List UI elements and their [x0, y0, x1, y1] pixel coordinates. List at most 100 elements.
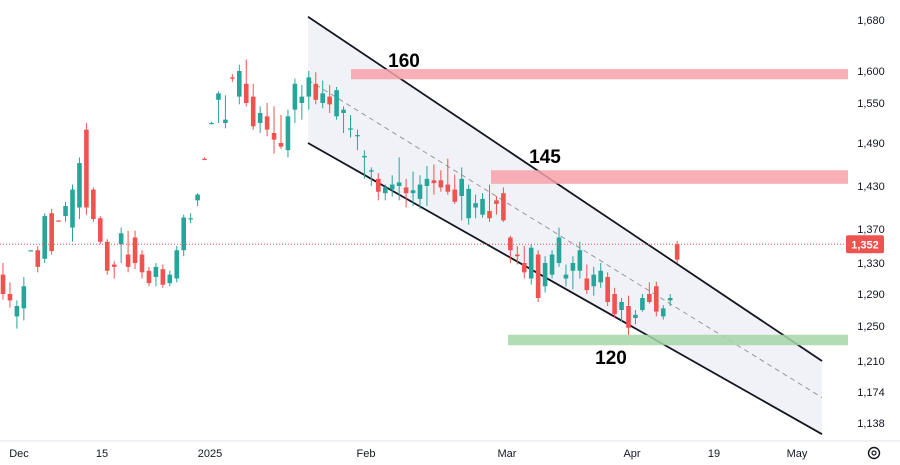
candle [139, 250, 145, 279]
candle-body [188, 218, 193, 220]
candle-body [63, 206, 68, 217]
x-tick-label: 2025 [198, 448, 222, 460]
candle [104, 239, 110, 275]
candle [445, 158, 451, 195]
candle [257, 106, 263, 133]
last-price-tag [846, 235, 884, 254]
candle [153, 263, 159, 287]
candle-body [209, 123, 214, 125]
last-price-line: 1,352 [0, 235, 884, 254]
candle [285, 109, 291, 158]
candle-body [195, 194, 200, 201]
gear-inner-ring [871, 450, 877, 456]
candle-body [424, 178, 430, 186]
candle [14, 300, 20, 329]
candle-body [348, 128, 353, 130]
settings-gear-icon[interactable] [867, 446, 881, 460]
y-tick-label: 1,600 [857, 66, 885, 78]
candle [202, 157, 207, 161]
candle [487, 184, 492, 222]
candle-body [501, 193, 506, 221]
candle [410, 171, 416, 207]
candle [654, 281, 659, 317]
candle-body [91, 189, 96, 219]
candle-body [160, 269, 166, 285]
candle [35, 246, 41, 273]
candle-body [605, 276, 610, 302]
candle-body [132, 237, 138, 263]
x-tick-label: Feb [357, 448, 376, 460]
candle-body [563, 274, 569, 279]
candle [521, 246, 527, 279]
y-tick-label: 1,550 [857, 98, 885, 110]
candle-body [111, 264, 117, 267]
candle-body [445, 184, 451, 192]
candle [466, 184, 471, 225]
candle [49, 208, 54, 255]
candle-body [438, 180, 444, 188]
candle-body [334, 90, 339, 117]
candle [473, 194, 478, 219]
candle [146, 266, 152, 287]
x-tick-label: Apr [623, 448, 640, 460]
y-tick-label: 1,290 [857, 289, 885, 301]
candle-body [306, 77, 312, 97]
candle [598, 263, 603, 288]
candle [431, 164, 437, 195]
candle [299, 85, 305, 120]
level-annotation-120: 120 [595, 348, 627, 369]
candle [341, 106, 346, 133]
candle-body [598, 270, 603, 283]
candle [396, 157, 402, 201]
candle-body [459, 178, 464, 197]
last-price-label: 1,352 [851, 239, 879, 251]
candle-body [0, 274, 6, 294]
candle-body [14, 306, 20, 317]
candle-body [243, 83, 249, 103]
candle [216, 91, 221, 123]
candle [21, 276, 27, 321]
candle [7, 282, 13, 308]
candle-body [146, 270, 152, 284]
candle [556, 227, 562, 267]
candle [56, 220, 61, 222]
candle [612, 287, 617, 318]
candle-body [549, 254, 555, 275]
candle-body [257, 113, 263, 123]
x-tick-label: Mar [498, 448, 517, 460]
candle-body [98, 218, 103, 242]
candle [42, 213, 47, 263]
candle-body [56, 220, 61, 222]
candle [167, 270, 173, 287]
candle-body [535, 254, 541, 298]
candle [403, 178, 409, 208]
candle [640, 294, 645, 312]
candle-body [139, 254, 145, 273]
candle-body [473, 203, 478, 208]
candle-body [369, 170, 374, 172]
candle-body [153, 266, 159, 277]
y-tick-label: 1,490 [857, 138, 885, 150]
candle [313, 72, 319, 105]
candle-body [355, 135, 360, 137]
candle-body [584, 278, 590, 291]
candle-body [521, 263, 527, 273]
candle [501, 187, 506, 222]
candle-body [556, 237, 562, 263]
candle [160, 264, 166, 288]
candles [0, 59, 680, 335]
candle [647, 282, 652, 304]
candle-body [223, 119, 228, 123]
candle-body [174, 250, 180, 279]
x-tick-label: May [787, 448, 808, 460]
candle [243, 59, 249, 107]
candle-body [480, 198, 485, 215]
y-tick-label: 1,330 [857, 258, 885, 270]
level-annotation-145: 145 [529, 147, 561, 168]
candle [98, 216, 103, 245]
candle-body [21, 286, 27, 309]
candle [542, 256, 548, 293]
candle [362, 150, 367, 179]
candle [626, 295, 631, 335]
